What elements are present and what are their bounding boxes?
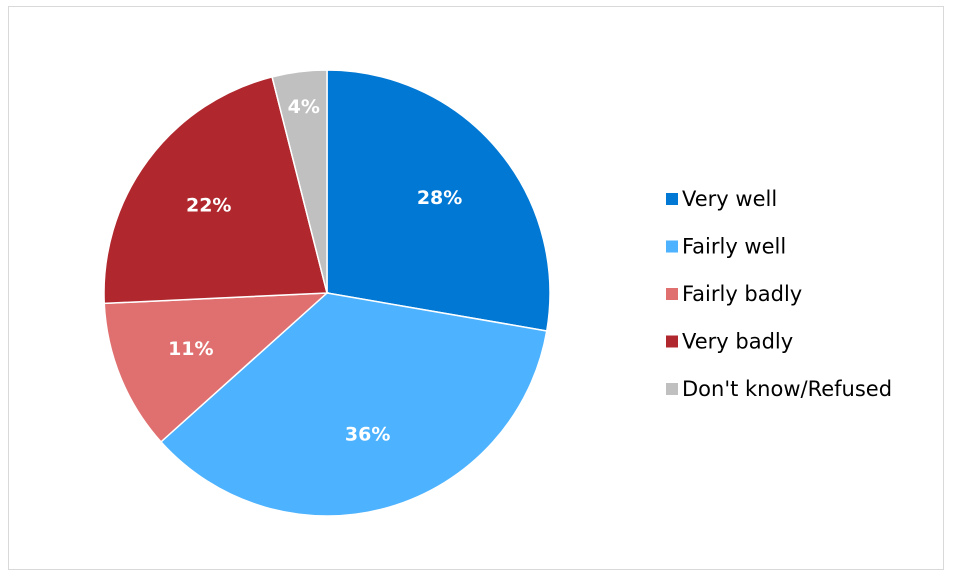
legend-item-fairly-well: Fairly well [666, 235, 786, 259]
legend-label: Fairly well [682, 235, 786, 259]
slice-label-fairly-well: 36% [345, 423, 390, 445]
legend-item-don-t-know-refused: Don't know/Refused [666, 377, 892, 401]
pie-slice-don-t-know-refused [271, 69, 328, 294]
pie-slices [103, 69, 551, 517]
legend-swatch [666, 288, 678, 300]
pie-slice-fairly-badly [103, 292, 330, 443]
legend-label: Very well [682, 187, 777, 211]
slice-label-very-badly: 22% [186, 194, 231, 216]
slice-label-don-t-know-refused: 4% [288, 96, 320, 118]
legend-swatch [666, 193, 678, 205]
legend-label: Fairly badly [682, 282, 802, 306]
slice-label-fairly-badly: 11% [168, 338, 213, 360]
legend-swatch [666, 383, 678, 395]
legend-item-very-well: Very well [666, 187, 777, 211]
legend-item-very-badly: Very badly [666, 330, 793, 354]
slice-label-very-well: 28% [417, 187, 462, 209]
legend-swatch [666, 240, 678, 253]
legend-label: Don't know/Refused [682, 377, 892, 401]
legend-swatch [666, 335, 678, 348]
pie-slice-very-badly [103, 75, 328, 305]
legend-label: Very badly [682, 330, 793, 354]
slice-labels: 28% 36% 11% 22% 4% [168, 96, 462, 445]
legend: Very well Fairly well Fairly badly Very bad… [666, 187, 892, 401]
pie-slice-fairly-well [159, 292, 548, 517]
pie-slice-very-well [326, 69, 551, 332]
legend-item-fairly-badly: Fairly badly [666, 282, 802, 306]
